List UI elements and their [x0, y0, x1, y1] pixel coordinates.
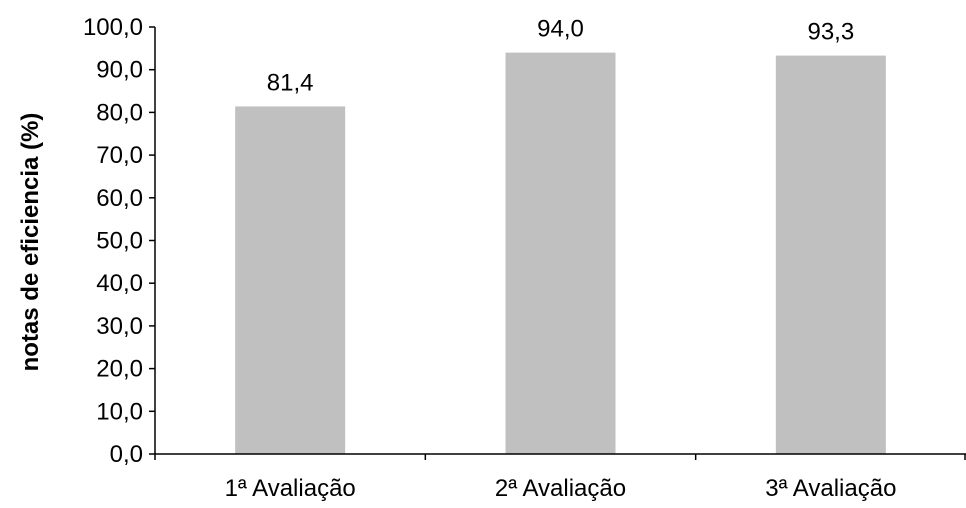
y-tick-label: 80,0: [96, 99, 143, 126]
y-axis-title-group: notas de eficiencia (%): [17, 113, 44, 372]
y-tick-label: 70,0: [96, 142, 143, 169]
x-axis: 1ª Avaliação 2ª Avaliação 3ª Avaliação: [154, 453, 966, 502]
y-tick-label: 30,0: [96, 313, 143, 340]
data-label: 93,3: [807, 19, 854, 46]
bar: [505, 52, 616, 455]
y-tick-label: 90,0: [96, 57, 143, 84]
x-tick-label: 2ª Avaliação: [495, 475, 626, 502]
y-tick-label: 60,0: [96, 185, 143, 212]
bars-group: [235, 52, 886, 455]
y-axis: 0,0 10,0 20,0 30,0 40,0 50,0 60,0 70,0 80,0 90,0 1…: [83, 14, 156, 468]
y-tick-label: 50,0: [96, 228, 143, 255]
bar: [235, 106, 346, 454]
y-tick-label: 100,0: [83, 14, 143, 41]
data-label: 81,4: [267, 69, 314, 96]
y-axis-title: notas de eficiencia (%): [17, 113, 44, 372]
data-labels-group: 81,4 94,0 93,3: [267, 16, 854, 97]
y-tick-label: 40,0: [96, 270, 143, 297]
y-tick-label: 20,0: [96, 356, 143, 383]
bar: [775, 55, 886, 454]
y-tick-label: 10,0: [96, 398, 143, 425]
x-tick-label: 1ª Avaliação: [225, 475, 356, 502]
x-tick-label: 3ª Avaliação: [765, 475, 896, 502]
data-label: 94,0: [537, 16, 584, 43]
y-tick-label: 0,0: [110, 441, 143, 468]
